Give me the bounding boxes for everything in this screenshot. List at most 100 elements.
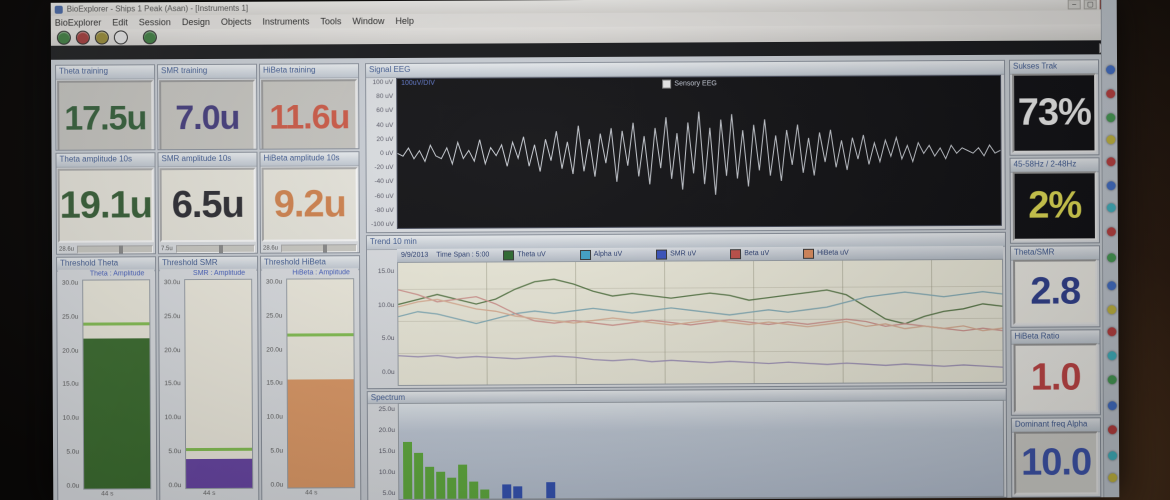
time-axis-label: 44 s — [203, 489, 216, 498]
spectrum-bars — [403, 403, 567, 499]
spectrum-bar — [546, 482, 556, 499]
legend-swatch — [803, 248, 815, 259]
slider-knob[interactable] — [219, 244, 224, 253]
menu-item-help[interactable]: Help — [395, 15, 415, 26]
legend-label: SMR uV — [670, 250, 697, 258]
minimize-button[interactable]: – — [1067, 0, 1081, 9]
connector-dot — [1107, 401, 1117, 411]
scale-label: 10.0u — [164, 414, 181, 422]
legend-item-alpha: Alpha uV — [579, 249, 622, 260]
legend-label: Beta uV — [744, 250, 770, 258]
spectrum-bar — [502, 484, 512, 499]
connector-dot — [1107, 305, 1117, 315]
spectrum-bar — [447, 477, 457, 499]
smr-amplitude-value: 6.5u — [171, 183, 244, 226]
trend-date: 9/9/2013 — [401, 251, 429, 259]
spectrum-bar — [414, 453, 424, 499]
connector-dot — [1106, 203, 1116, 213]
scale-label: 5.0u — [168, 448, 182, 456]
threshold-label: 7.5u — [160, 246, 173, 253]
menu-item-tools[interactable]: Tools — [320, 16, 342, 27]
eeg-axis-label: -100 uV — [371, 220, 394, 228]
eeg-axis-label: 20 uV — [376, 135, 394, 143]
success-percent-panel: Sukses Trak 73% — [1009, 59, 1100, 156]
menu-item-design[interactable]: Design — [181, 16, 210, 28]
slider-knob[interactable] — [322, 244, 327, 253]
scale-label: 20.0u — [164, 346, 181, 354]
legend-item-theta: Theta uV — [503, 249, 546, 260]
connector-dot — [1106, 227, 1116, 237]
legend-item-hibeta: HiBeta uV — [803, 248, 849, 259]
y-axis: 30.0u 25.0u 20.0u 15.0u 10.0u 5.0u 0.0u — [160, 279, 183, 489]
eeg-axis-label: 40 uV — [376, 121, 394, 129]
y-axis: 30.0u 25.0u 20.0u 15.0u 10.0u 5.0u 0.0u — [262, 279, 285, 489]
theta-amplitude-value: 19.1u — [59, 183, 152, 227]
menu-item-instruments[interactable]: Instruments — [262, 16, 310, 27]
hibeta-training-value: 11.6u — [269, 97, 350, 137]
maximize-button[interactable]: ▢ — [1083, 0, 1097, 9]
panel-header: Theta training — [56, 65, 155, 80]
menu-item-edit[interactable]: Edit — [112, 17, 128, 28]
spectrum-y-axis: 25.0u 20.0u 15.0u 10.0u 5.0u — [368, 403, 399, 500]
panel-header: HiBeta training — [260, 64, 359, 79]
meter-hibeta-amplitude: HiBeta amplitude 10s 9.2u 28.6u — [259, 151, 361, 254]
trend-chart — [397, 258, 1004, 386]
hibeta-bar — [287, 379, 355, 488]
connector-dot — [1108, 451, 1118, 461]
eeg-display: 100uV/DIV Sensory EEG — [396, 74, 1002, 229]
trend-timespan: Time Span : 5:00 — [436, 251, 490, 259]
menu-item-bioexplorer[interactable]: BioExplorer — [54, 17, 102, 28]
legend-label: HiBeta uV — [817, 249, 849, 257]
trend-axis-label: 0.0u — [381, 368, 395, 377]
connector-dot — [1106, 181, 1116, 191]
eeg-trace — [397, 76, 1001, 228]
play-button[interactable] — [56, 30, 71, 45]
connect-button[interactable] — [142, 30, 157, 45]
scale-label: 30.0u — [163, 279, 181, 287]
legend-item-beta: Beta uV — [730, 248, 770, 259]
scale-label: 0.0u — [66, 482, 80, 490]
menu-item-window[interactable]: Window — [352, 16, 385, 27]
meter-smr-amplitude: SMR amplitude 10s 6.5u 7.5u — [157, 151, 259, 255]
threshold-line[interactable] — [287, 333, 354, 337]
threshold-line[interactable] — [186, 448, 253, 452]
threshold-slider[interactable] — [175, 244, 256, 254]
connector-dot — [1106, 113, 1116, 123]
meter-hibeta-training: HiBeta training 11.6u — [259, 63, 360, 150]
scale-label: 25.0u — [266, 312, 283, 320]
pause-button[interactable] — [113, 30, 128, 45]
hibeta-amplitude-value: 9.2u — [273, 182, 346, 226]
threshold-line[interactable] — [83, 321, 150, 326]
menu-item-session[interactable]: Session — [138, 17, 171, 28]
spectrum-axis-label: 10.0u — [378, 468, 396, 477]
scale-label: 20.0u — [62, 347, 79, 355]
stop-button[interactable] — [75, 30, 90, 45]
connector-dot — [1106, 65, 1116, 75]
slider-knob[interactable] — [118, 245, 123, 254]
scale-label: 15.0u — [62, 381, 79, 389]
panel-header: Theta amplitude 10s — [56, 153, 155, 168]
threshold-slider[interactable] — [280, 244, 358, 253]
connector-dot — [1107, 351, 1117, 361]
connector-dot — [1108, 473, 1118, 483]
legend-swatch — [579, 249, 591, 260]
connector-dot — [1107, 327, 1117, 337]
menu-item-objects[interactable]: Objects — [220, 16, 252, 27]
record-button[interactable] — [94, 30, 109, 45]
panel-header: HiBeta amplitude 10s — [260, 152, 359, 167]
trend-series — [398, 260, 1003, 385]
eeg-axis-label: -20 uV — [374, 164, 394, 172]
threshold-label: 28.6u — [58, 246, 75, 253]
theta-training-value: 17.5u — [64, 98, 147, 138]
spectrum-bar — [480, 489, 490, 499]
connector-dot — [1107, 375, 1117, 385]
eeg-axis-label: 80 uV — [376, 93, 394, 101]
scale-label: 25.0u — [62, 313, 79, 321]
monitor-screen: BioExplorer - Ships 1 Peak (Asan) - [Ins… — [50, 0, 1120, 500]
scale-label: 0.0u — [168, 482, 182, 490]
eeg-axis-label: 60 uV — [376, 107, 394, 115]
legend-swatch — [503, 249, 515, 260]
threshold-slider[interactable] — [76, 245, 154, 254]
connector-dot — [1107, 253, 1117, 263]
